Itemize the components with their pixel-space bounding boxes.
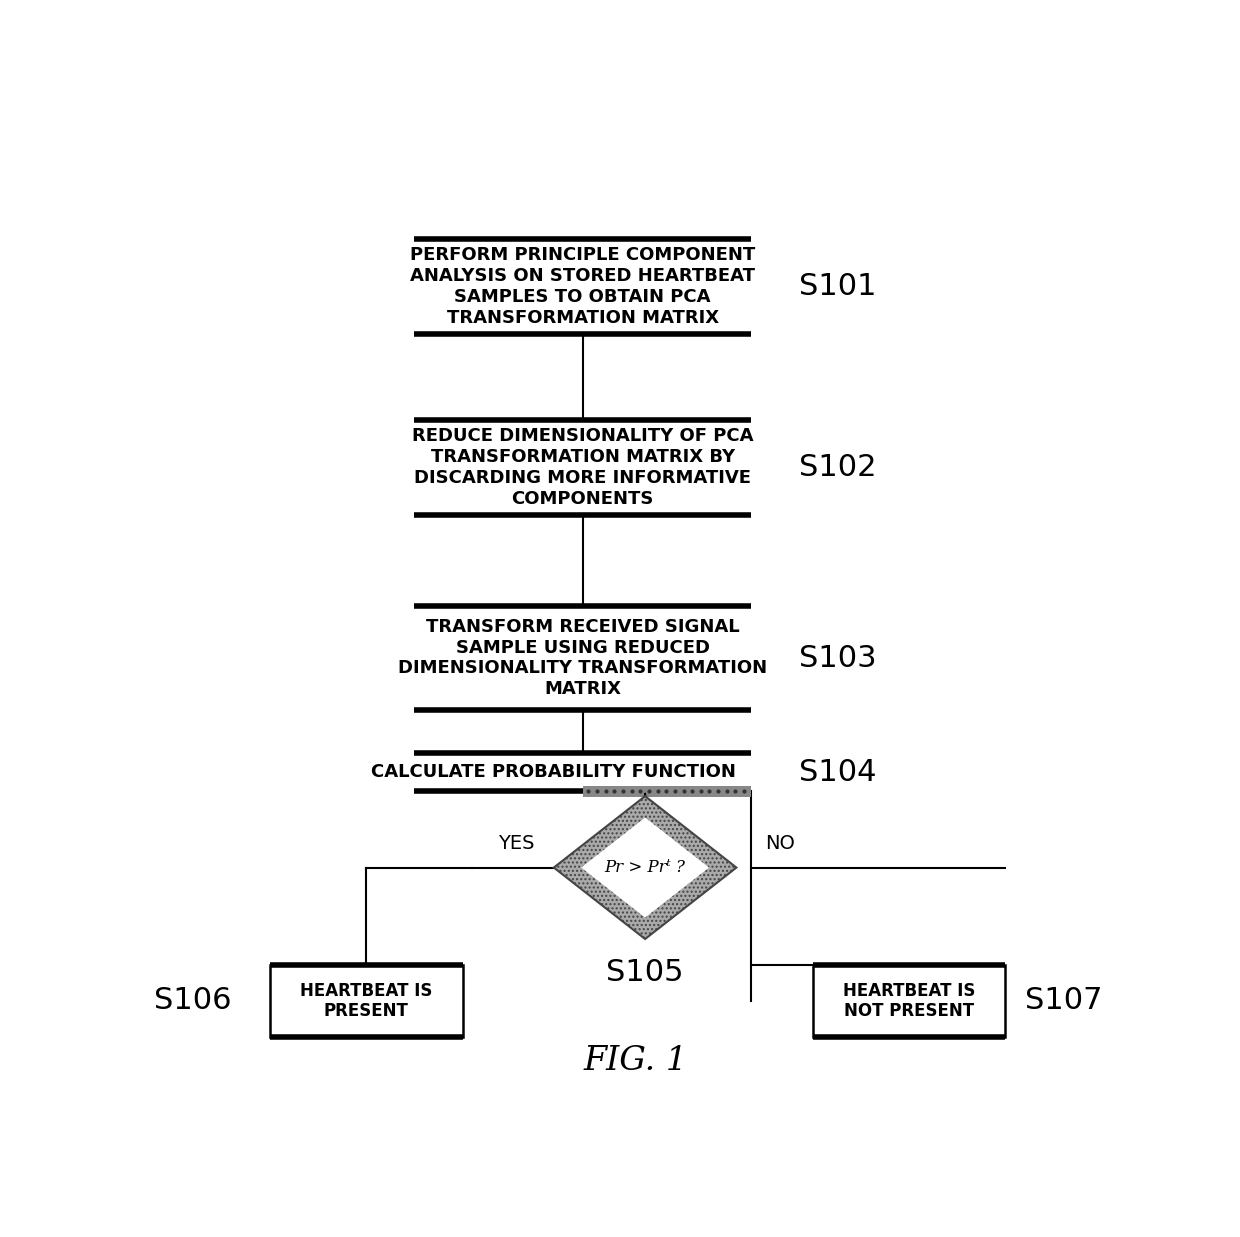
Text: REDUCE DIMENSIONALITY OF PCA
TRANSFORMATION MATRIX BY
DISCARDING MORE INFORMATIV: REDUCE DIMENSIONALITY OF PCA TRANSFORMAT… <box>412 427 754 507</box>
Text: PERFORM PRINCIPLE COMPONENT
ANALYSIS ON STORED HEARTBEAT
SAMPLES TO OBTAIN PCA
T: PERFORM PRINCIPLE COMPONENT ANALYSIS ON … <box>410 246 755 327</box>
Polygon shape <box>554 797 737 939</box>
Text: CALCULATE PROBABILITY FUNCTION: CALCULATE PROBABILITY FUNCTION <box>371 763 737 782</box>
Bar <box>583 785 750 797</box>
Text: FIG. 1: FIG. 1 <box>584 1045 687 1077</box>
Text: HEARTBEAT IS
PRESENT: HEARTBEAT IS PRESENT <box>300 981 433 1021</box>
Text: TRANSFORM RECEIVED SIGNAL
SAMPLE USING REDUCED
DIMENSIONALITY TRANSFORMATION
MAT: TRANSFORM RECEIVED SIGNAL SAMPLE USING R… <box>398 617 768 698</box>
Text: S101: S101 <box>799 272 877 301</box>
Text: S107: S107 <box>1024 986 1102 1016</box>
Text: S104: S104 <box>799 758 877 787</box>
Text: Pr > Prᵗ ?: Pr > Prᵗ ? <box>605 858 686 876</box>
Text: S102: S102 <box>799 453 877 482</box>
Text: S103: S103 <box>799 643 877 673</box>
Text: S106: S106 <box>154 986 232 1016</box>
Text: S105: S105 <box>606 957 684 987</box>
Text: YES: YES <box>498 834 534 854</box>
Polygon shape <box>582 818 709 918</box>
Text: NO: NO <box>765 834 795 854</box>
Text: HEARTBEAT IS
NOT PRESENT: HEARTBEAT IS NOT PRESENT <box>843 981 976 1021</box>
